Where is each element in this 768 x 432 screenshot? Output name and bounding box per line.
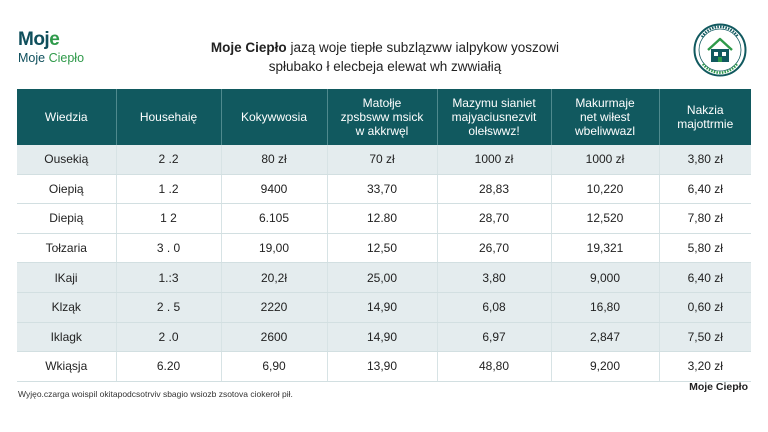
column-header: Nakzia majottrmie (659, 89, 751, 145)
table-cell: Klząk (17, 292, 117, 323)
brand-logo: Moje Moje Ciepło (18, 29, 108, 66)
table-cell: 2,847 (551, 322, 660, 353)
table-cell: 2 . 5 (116, 292, 222, 323)
table-row: lKaji 1.:3 20,2ł 25,00 3,80 9,000 6,40 z… (17, 262, 751, 293)
column-header: Kokywwosia (221, 89, 328, 145)
table-cell: 2600 (221, 322, 328, 353)
table-cell: 19,321 (551, 233, 660, 264)
table-cell: 16,80 (551, 292, 660, 323)
table-cell: 9,200 (551, 351, 660, 382)
column-header: Matołje zpsbsww msick w akkrwęl (327, 89, 438, 145)
footnote: Wyjęo.czarga woispil okitapodcsotrviv sb… (18, 389, 293, 399)
title-line-2: spłubako ł elecbeja elewat wh zwwiałią (268, 59, 502, 74)
column-header: Mazymu sianiet majyaciusnezvit olełswwz! (437, 89, 552, 145)
table-cell: 26,70 (437, 233, 552, 264)
table-row: Iklagk 2 .0 2600 14,90 6,97 2,847 7,50 z… (17, 322, 751, 353)
table-cell: lKaji (17, 262, 117, 293)
column-header: Househaię (116, 89, 222, 145)
logo-wordmark: Moje (18, 29, 60, 50)
table-cell: 6,08 (437, 292, 552, 323)
table-cell: 1000 zł (437, 145, 552, 175)
table-cell: 1000 zł (551, 145, 660, 175)
table-row: Wkiąsja 6.20 6,90 13,90 48,80 9,200 3,20… (17, 351, 751, 382)
column-header: Wiedzia (17, 89, 117, 145)
table-cell: 19,00 (221, 233, 328, 264)
table-cell: 33,70 (327, 174, 438, 205)
table-row: Diepią 1 2 6.105 12.80 28,70 12,520 7,80… (17, 203, 751, 234)
table-cell: 2220 (221, 292, 328, 323)
table-cell: 28,70 (437, 203, 552, 234)
table-cell: 7,50 zł (659, 322, 751, 353)
table-cell: 6,40 zł (659, 262, 751, 293)
table-cell: 7,80 zł (659, 203, 751, 234)
table-cell: 1.:3 (116, 262, 222, 293)
document-title: Moje Ciepło jazą woje tiepłe subzlązww i… (150, 38, 620, 76)
logo-subtitle: Moje Ciepło (18, 51, 85, 65)
table-row: Tołzaria 3 . 0 19,00 12,50 26,70 19,321 … (17, 233, 751, 264)
table-cell: 28,83 (437, 174, 552, 205)
table-cell: 70 zł (327, 145, 438, 175)
table-cell: 6,90 (221, 351, 328, 382)
table-row: Klząk 2 . 5 2220 14,90 6,08 16,80 0,60 z… (17, 292, 751, 323)
table-cell: 9,000 (551, 262, 660, 293)
table-cell: 12,520 (551, 203, 660, 234)
table-cell: 3 . 0 (116, 233, 222, 264)
table-cell: 14,90 (327, 322, 438, 353)
table-cell: 2 .0 (116, 322, 222, 353)
table-cell: Wkiąsja (17, 351, 117, 382)
table-cell: 3,20 zł (659, 351, 751, 382)
table-header-row: Wiedzia Househaię Kokywwosia Matołje zpsb… (17, 89, 751, 145)
table-cell: 12,50 (327, 233, 438, 264)
table-cell: 1 2 (116, 203, 222, 234)
table-cell: Tołzaria (17, 233, 117, 264)
table-cell: 3,80 zł (659, 145, 751, 175)
table-cell: 48,80 (437, 351, 552, 382)
table-cell: 12.80 (327, 203, 438, 234)
data-table: Wiedzia Househaię Kokywwosia Matołje zpsb… (17, 89, 751, 382)
column-header: Makurmaje net wiłest wbeliwwazl (551, 89, 660, 145)
table-cell: 13,90 (327, 351, 438, 382)
table-cell: 6,97 (437, 322, 552, 353)
table-cell: 6.20 (116, 351, 222, 382)
table-cell: Iklagk (17, 322, 117, 353)
table-cell: 20,2ł (221, 262, 328, 293)
table-cell: 6.105 (221, 203, 328, 234)
brand-footer: Moje Ciepło (689, 381, 748, 393)
title-line-1: Moje Ciepło jazą woje tiepłe subzlązww i… (210, 40, 560, 55)
table-cell: 5,80 zł (659, 233, 751, 264)
table-cell: 9400 (221, 174, 328, 205)
table-cell: 0,60 zł (659, 292, 751, 323)
table-row: Ousekią 2 .2 80 zł 70 zł 1000 zł 1000 zł… (17, 145, 751, 175)
table-cell: 10,220 (551, 174, 660, 205)
table-cell: Ousekią (17, 145, 117, 175)
table-cell: 25,00 (327, 262, 438, 293)
table-cell: 1 .2 (116, 174, 222, 205)
table-row: Oiepią 1 .2 9400 33,70 28,83 10,220 6,40… (17, 174, 751, 205)
table-cell: Oiepią (17, 174, 117, 205)
table-cell: 14,90 (327, 292, 438, 323)
table-cell: Diepią (17, 203, 117, 234)
table-cell: 3,80 (437, 262, 552, 293)
table-cell: 2 .2 (116, 145, 222, 175)
table-cell: 6,40 zł (659, 174, 751, 205)
house-seal-icon (693, 23, 747, 77)
table-cell: 80 zł (221, 145, 328, 175)
